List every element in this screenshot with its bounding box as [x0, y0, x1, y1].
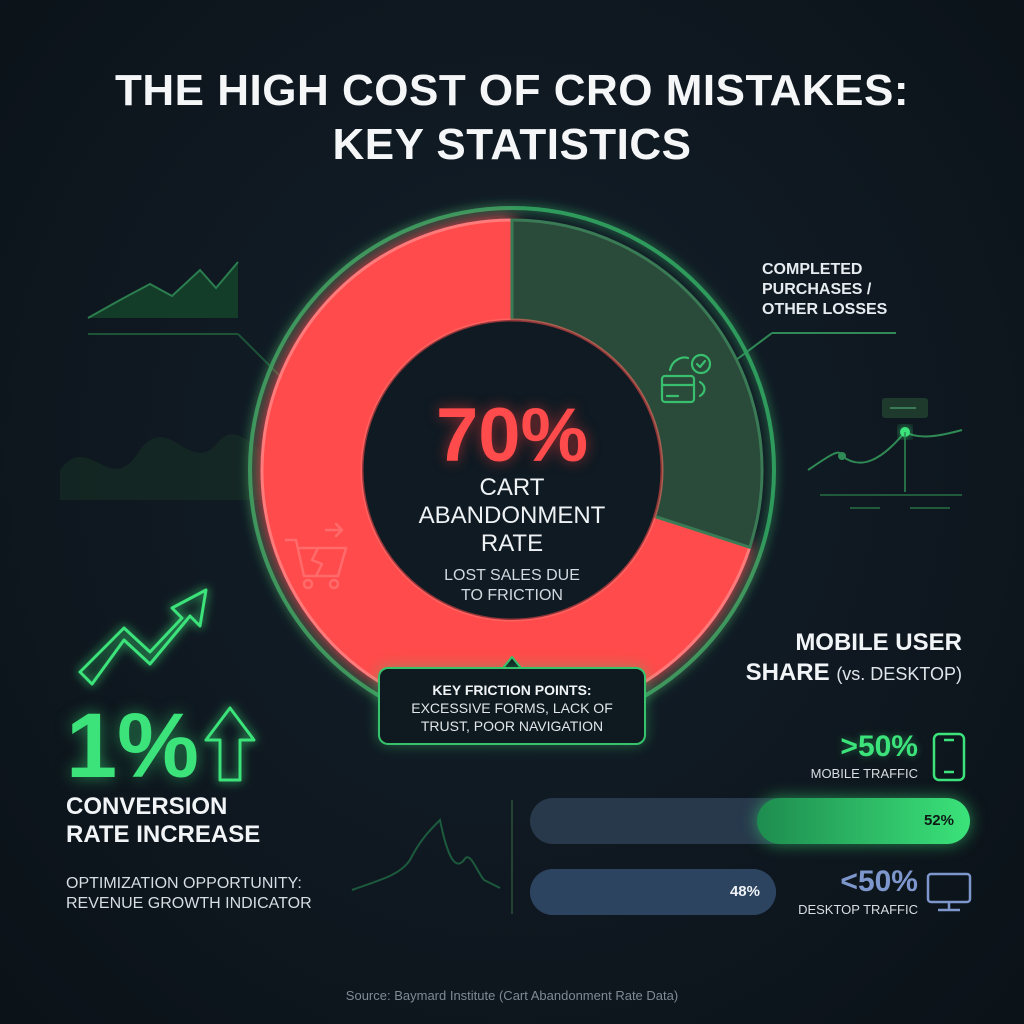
- completed-purchases-label: COMPLETED PURCHASES / OTHER LOSSES: [762, 260, 962, 320]
- friction-points-callout: KEY FRICTION POINTS: EXCESSIVE FORMS, LA…: [378, 667, 646, 745]
- friction-title: KEY FRICTION POINTS:: [432, 682, 592, 698]
- title-line-2: KEY STATISTICS: [332, 120, 692, 169]
- mobile-bar-label: 52%: [923, 812, 954, 829]
- conversion-label-line: RATE INCREASE: [66, 821, 261, 848]
- decor-sparkline-bottom: [351, 800, 513, 914]
- conversion-label-line: CONVERSION: [66, 793, 228, 820]
- desktop-bar-track: 48%: [530, 869, 776, 915]
- desktop-bar: 48%: [530, 869, 776, 915]
- cart-abandonment-label: CART ABANDONMENT RATE: [362, 474, 662, 558]
- growth-arrow-icon: [78, 588, 208, 686]
- decor-sparkline-left: [60, 434, 270, 500]
- cart-abandonment-value: 70%: [435, 393, 589, 478]
- mobile-share-title-line2: SHARE: [745, 659, 830, 686]
- desktop-bar-label: 48%: [729, 883, 760, 900]
- decor-sparkline-top-left: [87, 261, 281, 377]
- decor-sparkline-right: [735, 332, 963, 509]
- page-title: THE HIGH COST OF CRO MISTAKES: KEY STATI…: [0, 64, 1024, 172]
- center-label-line: RATE: [480, 530, 544, 557]
- conversion-sub: OPTIMIZATION OPPORTUNITY: REVENUE GROWTH…: [66, 874, 312, 914]
- broken-cart-icon: [284, 522, 348, 590]
- center-label-line: ABANDONMENT: [418, 502, 606, 529]
- mobile-traffic-label: MOBILE TRAFFIC: [810, 766, 918, 781]
- desktop-monitor-icon: [926, 872, 972, 912]
- source-note: Source: Baymard Institute (Cart Abandonm…: [345, 988, 679, 1003]
- mobile-share-title-suffix: (vs. DESKTOP): [836, 664, 962, 684]
- center-sub-line: TO FRICTION: [461, 587, 563, 604]
- mobile-headline-value: >50%: [840, 730, 918, 763]
- completed-label-line: PURCHASES /: [762, 281, 872, 298]
- mobile-share-title: MOBILE USER SHARE (vs. DESKTOP): [700, 628, 962, 689]
- conversion-sub-line: OPTIMIZATION OPPORTUNITY:: [66, 875, 302, 892]
- desktop-traffic-label: DESKTOP TRAFFIC: [798, 902, 918, 917]
- up-arrow-icon: [204, 706, 256, 782]
- mobile-bar: 52%: [757, 798, 970, 844]
- completed-label-line: COMPLETED: [762, 261, 863, 278]
- mobile-bar-track: 52%: [530, 798, 970, 844]
- conversion-sub-line: REVENUE GROWTH INDICATOR: [66, 895, 312, 912]
- cart-abandonment-sub: LOST SALES DUE TO FRICTION: [362, 566, 662, 606]
- friction-body: EXCESSIVE FORMS, LACK OF TRUST, POOR NAV…: [380, 699, 644, 735]
- center-label-line: CART: [479, 474, 545, 501]
- title-line-1: THE HIGH COST OF CRO MISTAKES:: [115, 66, 909, 115]
- callout-pointer: [503, 656, 521, 669]
- donut-hole: [362, 320, 662, 620]
- donut-inner-ring: [360, 318, 664, 622]
- mobile-share-title-line1: MOBILE USER: [795, 629, 962, 656]
- completed-label-line: OTHER LOSSES: [762, 301, 888, 318]
- friction-line: EXCESSIVE FORMS, LACK OF: [411, 700, 613, 716]
- center-sub-line: LOST SALES DUE: [444, 567, 580, 584]
- mobile-phone-icon: [932, 732, 966, 782]
- conversion-label: CONVERSION RATE INCREASE: [66, 793, 260, 849]
- friction-line: TRUST, POOR NAVIGATION: [420, 718, 604, 734]
- card-payment-icon: [660, 353, 712, 404]
- desktop-headline-value: <50%: [840, 865, 918, 898]
- conversion-value: 1%: [66, 695, 199, 797]
